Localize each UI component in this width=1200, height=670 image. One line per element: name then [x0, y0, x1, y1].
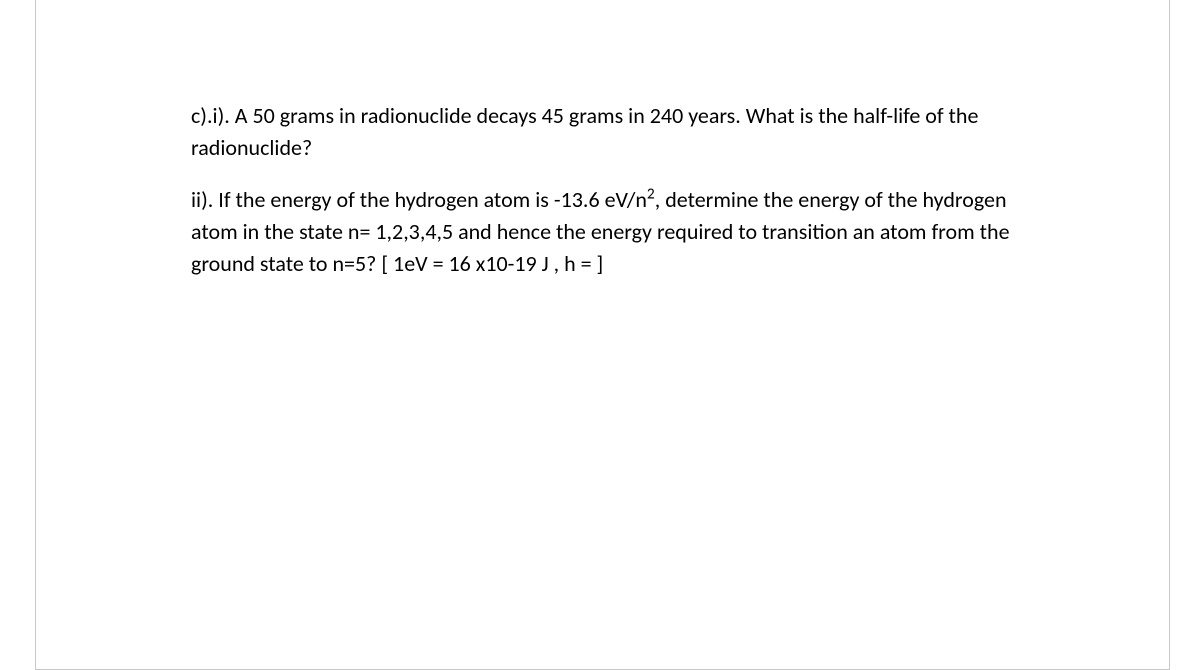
- document-content: c).i). A 50 grams in radionuclide decays…: [191, 100, 1014, 299]
- paragraph-c-i-text: c).i). A 50 grams in radionuclide decays…: [191, 102, 978, 161]
- page-border: c).i). A 50 grams in radionuclide decays…: [35, 0, 1170, 670]
- paragraph-c-i: c).i). A 50 grams in radionuclide decays…: [191, 100, 1014, 164]
- paragraph-ii-superscript: 2: [647, 184, 655, 203]
- paragraph-ii-before: ii). If the energy of the hydrogen atom …: [191, 186, 647, 213]
- paragraph-ii: ii). If the energy of the hydrogen atom …: [191, 184, 1014, 280]
